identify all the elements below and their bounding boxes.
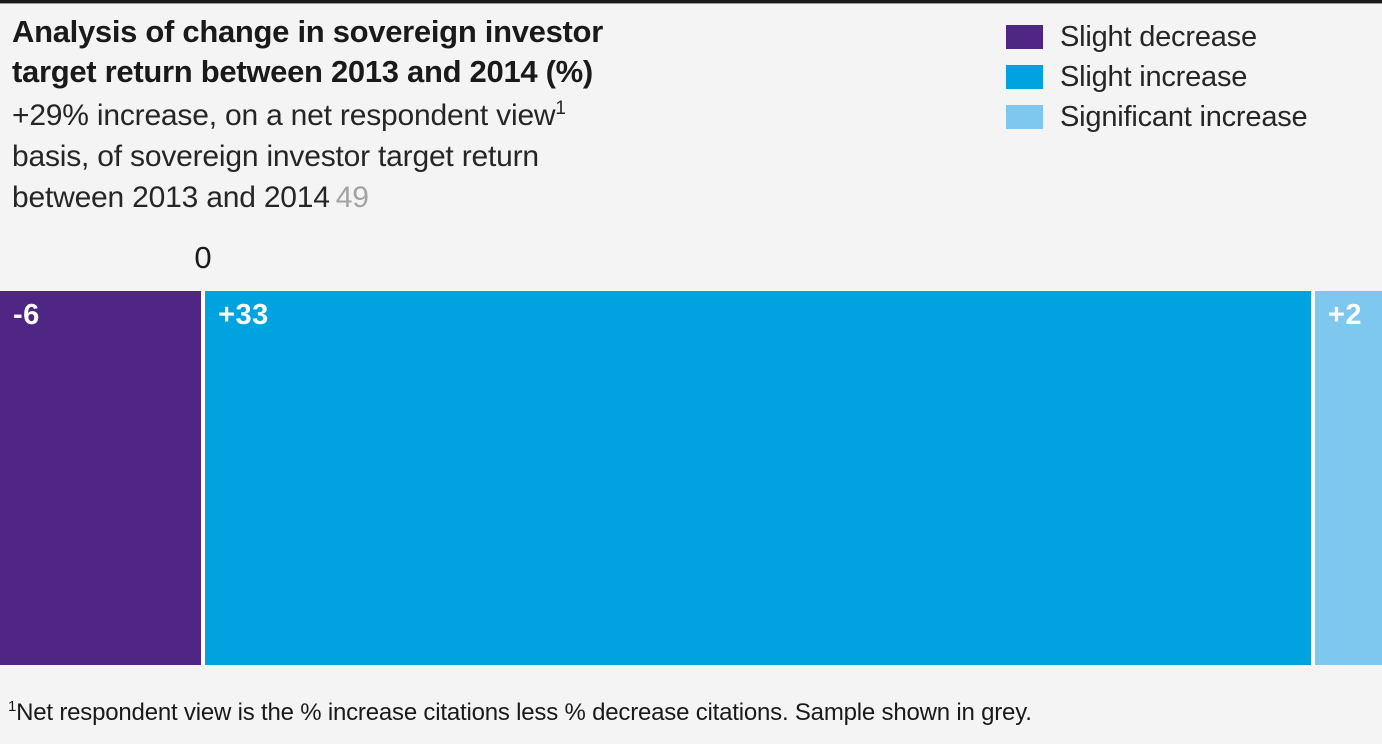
chart-subtitle: +29% increase, on a net respondent view1…: [12, 95, 732, 218]
bar-segment-slight-increase: +33: [205, 291, 1311, 665]
chart-title: Analysis of change in sovereign investor…: [12, 12, 732, 92]
legend-swatch-significant-increase: [1006, 105, 1043, 129]
legend: Slight decrease Slight increase Significan…: [1006, 17, 1308, 137]
chart-title-line1: Analysis of change in sovereign investor: [12, 14, 603, 49]
footnote-superscript: 1: [8, 698, 17, 715]
footnote-text: Net respondent view is the % increase ci…: [16, 699, 1032, 726]
legend-label: Significant increase: [1060, 100, 1308, 133]
legend-item-slight-decrease: Slight decrease: [1006, 17, 1307, 57]
legend-item-significant-increase: Significant increase: [1006, 97, 1308, 137]
footnote: 1Net respondent view is the % increase c…: [8, 699, 1032, 727]
chart-subtitle-line1: +29% increase, on a net respondent view: [12, 99, 556, 132]
legend-label: Slight decrease: [1060, 20, 1257, 53]
sample-size: 49: [335, 181, 369, 214]
chart-subtitle-line3: between 2013 and 2014: [12, 181, 330, 214]
bar-segment-value-label: -6: [13, 299, 40, 331]
legend-swatch-slight-increase: [1006, 65, 1043, 89]
bar-segment-value-label: +2: [1327, 299, 1363, 331]
legend-item-slight-increase: Slight increase: [1006, 57, 1307, 97]
axis-zero-tick-label: 0: [194, 240, 212, 275]
bar-segment-slight-decrease: -6: [0, 291, 202, 665]
legend-swatch-slight-decrease: [1006, 25, 1043, 49]
top-border-rule: [0, 0, 1382, 4]
footnote-reference-superscript: 1: [555, 98, 566, 119]
stacked-bar: -6 +33 +2: [0, 291, 1382, 665]
chart-header: Analysis of change in sovereign investor…: [12, 12, 732, 218]
chart-subtitle-line2: basis, of sovereign investor target retu…: [12, 140, 539, 173]
bar-segment-value-label: +33: [218, 299, 269, 331]
legend-label: Slight increase: [1060, 60, 1248, 93]
bar-segment-significant-increase: +2: [1314, 291, 1382, 665]
chart-title-line2: target return between 2013 and 2014 (%): [12, 54, 593, 89]
